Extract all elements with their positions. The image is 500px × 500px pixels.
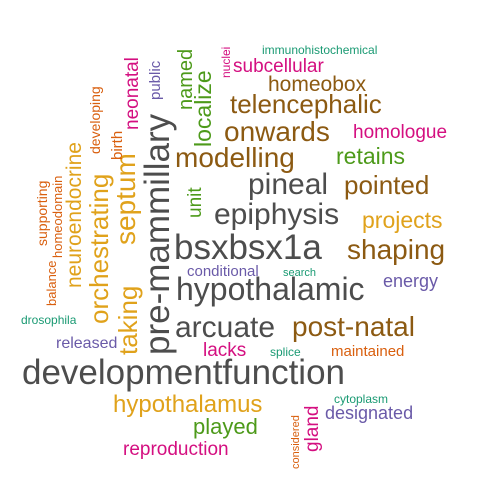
word-conditional: conditional [187, 263, 259, 280]
word-search: search [283, 267, 317, 279]
word-unit: unit [185, 187, 206, 218]
word-homeobox: homeobox [268, 73, 367, 96]
word-pointed: pointed [344, 170, 430, 200]
word-onwards: onwards [224, 116, 330, 147]
word-balance: balance [44, 260, 59, 306]
word-reproduction: reproduction [123, 439, 229, 460]
word-supporting: supporting [34, 180, 50, 246]
word-considered: considered [290, 415, 302, 469]
word-subcellular: subcellular [233, 56, 324, 77]
word-taking: taking [113, 285, 143, 355]
word-post-natal: post-natal [292, 311, 415, 342]
word-cytoplasm: cytoplasm [334, 392, 389, 406]
word-public: released [56, 335, 118, 352]
word-gland: gland [302, 405, 323, 453]
word-designated: designated [325, 403, 414, 423]
word-neonatal: neonatal [122, 57, 143, 130]
word-modelling: modelling [175, 142, 295, 173]
word-projects: projects [362, 207, 443, 233]
word-maintained: maintained [331, 343, 405, 360]
word-nuclei: nuclei [219, 46, 233, 78]
word-retains: retains [336, 143, 406, 169]
word-energy: energy [383, 271, 439, 291]
word-splice: splice [270, 345, 301, 359]
word-hypothalamus: hypothalamus [113, 391, 263, 418]
word-lacks: lacks [203, 340, 247, 361]
word-developmentfunction: developmentfunction [22, 353, 345, 392]
word-arcuate: arcuate [175, 311, 276, 344]
word-neuroendocrine: neuroendocrine [63, 142, 86, 288]
word-septum: septum [110, 153, 141, 245]
word-homologue: homologue [353, 122, 448, 143]
word-released: public [147, 60, 164, 100]
word-birth: birth [109, 130, 126, 160]
word-telencephalic: telencephalic [230, 89, 382, 119]
word-hypothalamic: hypothalamic [176, 271, 365, 307]
word-shaping: shaping [347, 234, 446, 265]
word-played: played [193, 414, 258, 439]
word-homeodomain: homeodomain [50, 175, 65, 258]
word-orchestrating: orchestrating [84, 173, 114, 324]
word-pineal: pineal [248, 168, 329, 201]
word-epiphysis: epiphysis [214, 198, 340, 231]
word-pre-mammillary: pre-mammillary [138, 113, 177, 355]
word-immunohistochemical: immunohistochemical [262, 43, 378, 57]
word-named: named [175, 48, 197, 110]
word-drosophila: drosophila [21, 313, 77, 327]
word-developing: developing [87, 86, 103, 154]
word-bsxbsx1a: bsxbsx1a [174, 228, 322, 267]
